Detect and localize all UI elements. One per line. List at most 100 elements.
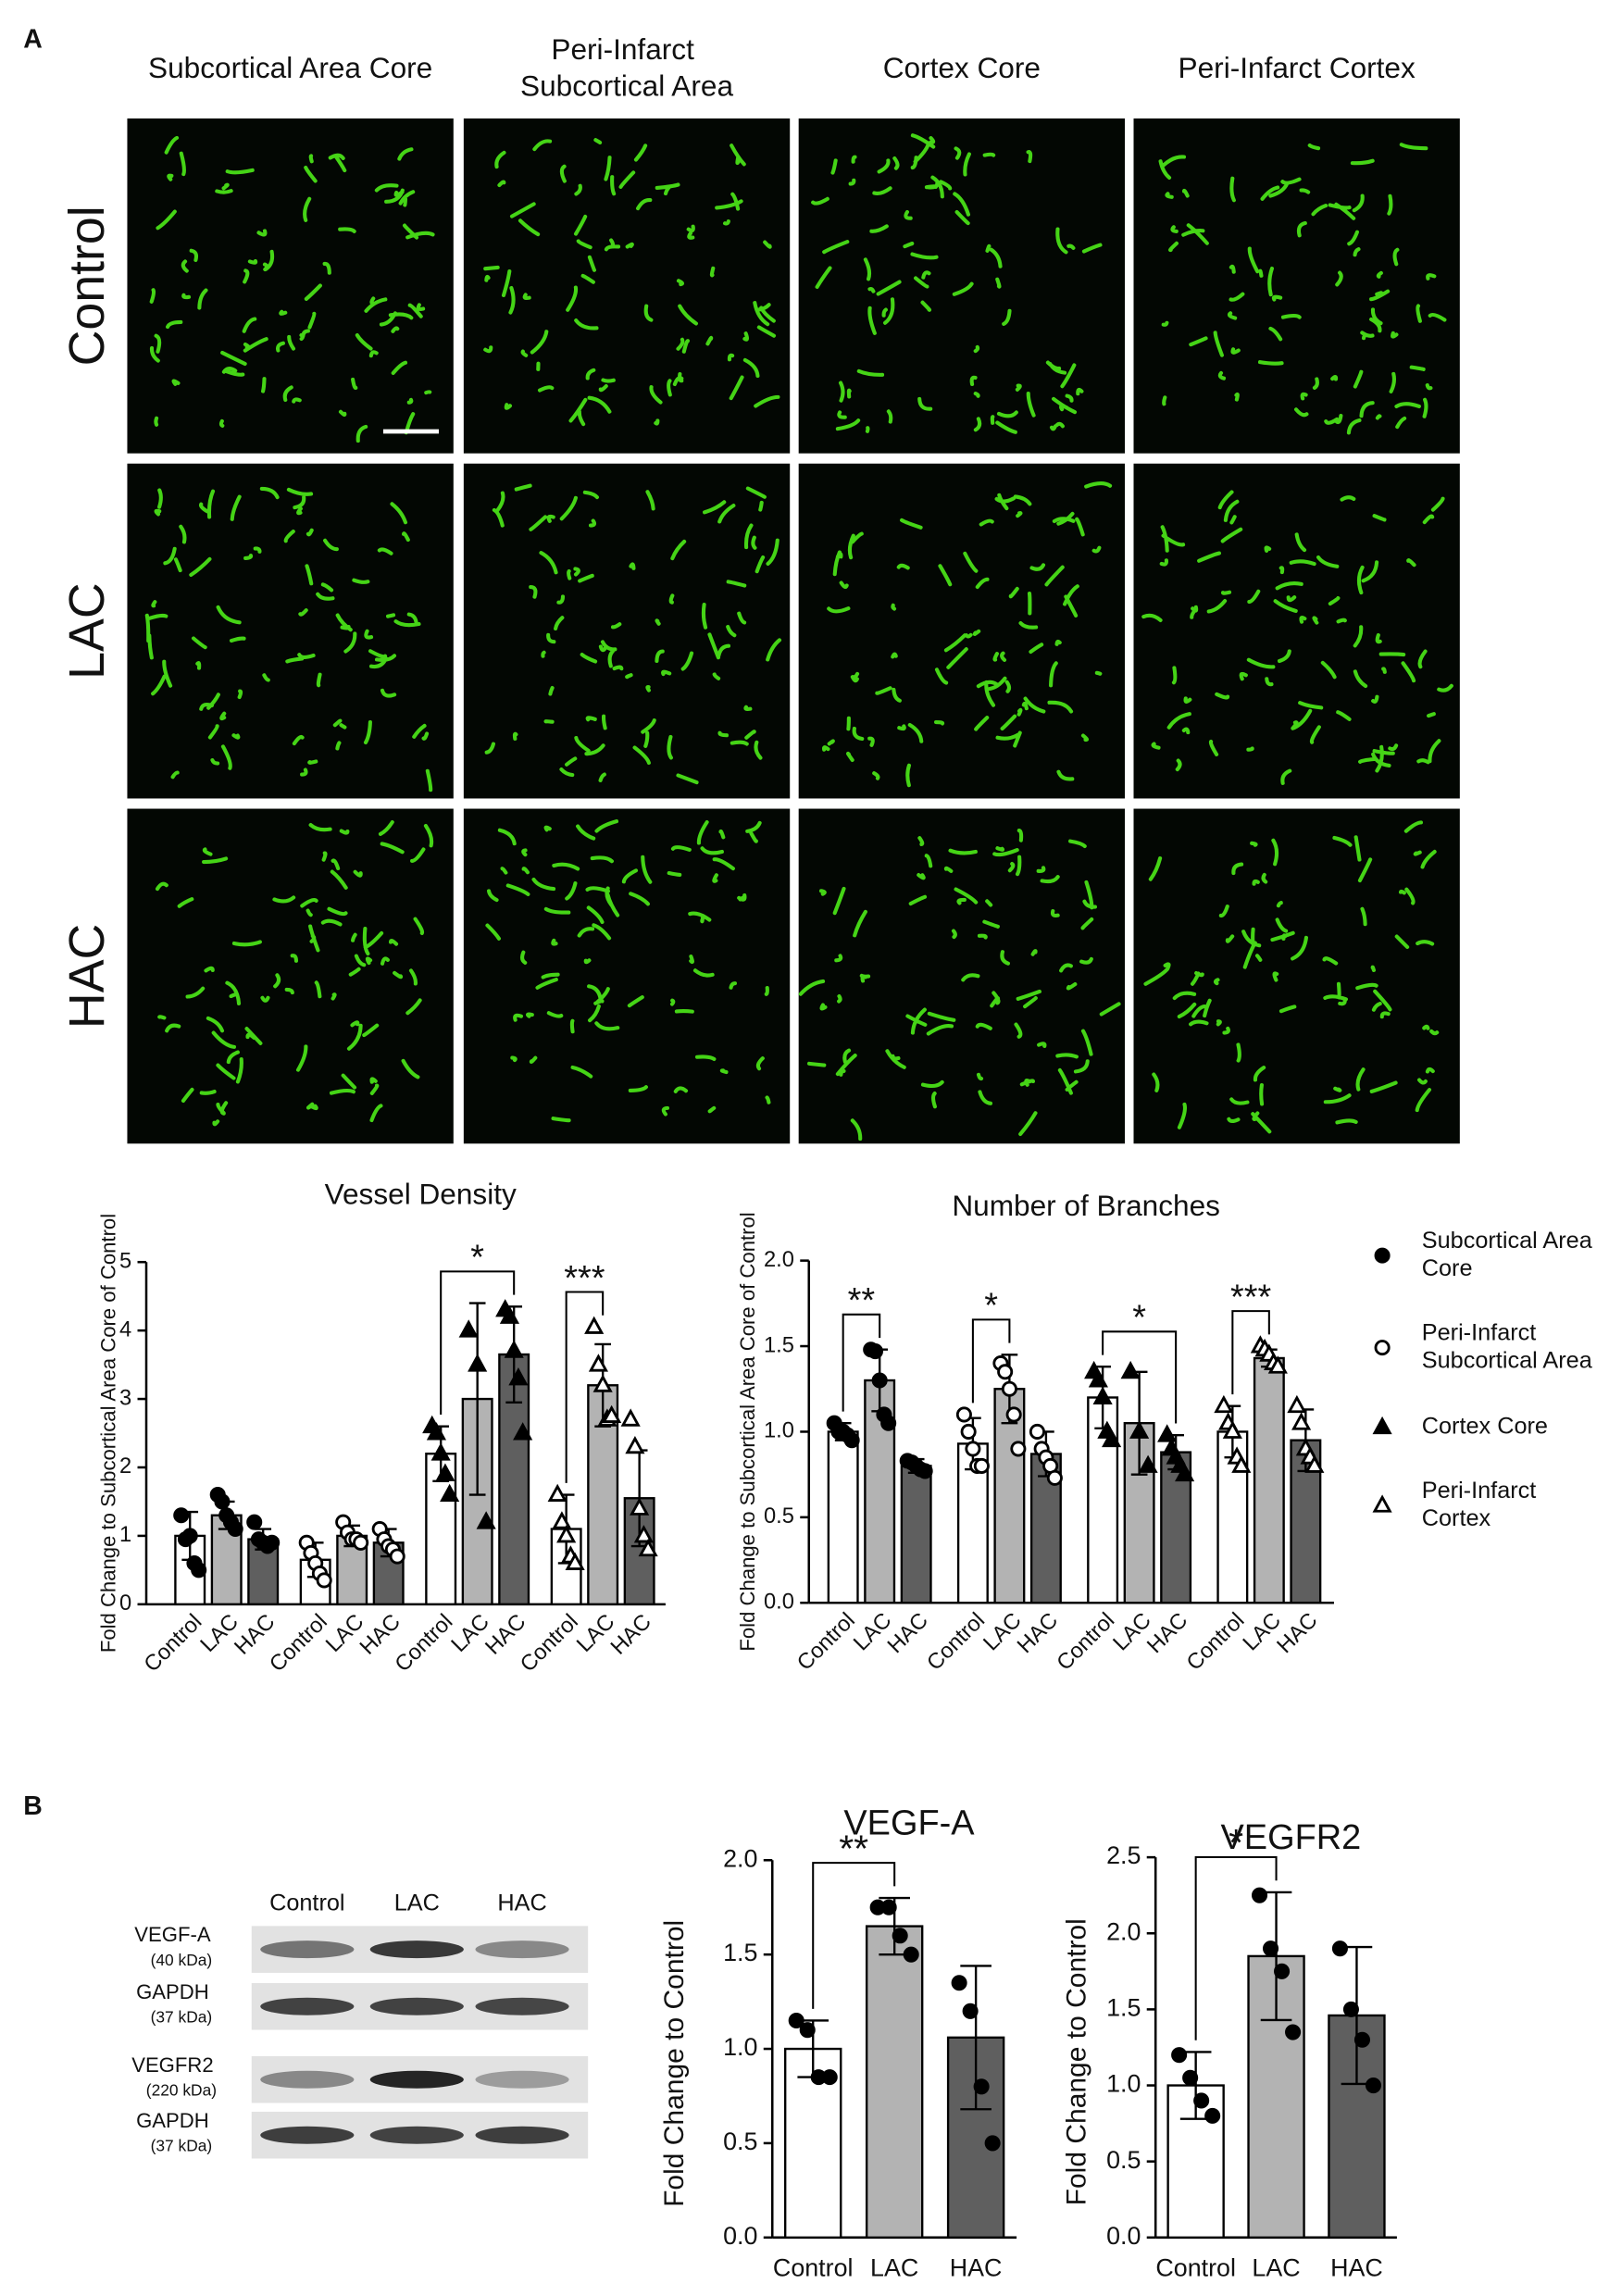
- data-point: [997, 1364, 1014, 1380]
- micrograph: [463, 808, 791, 1144]
- data-point: [435, 1463, 455, 1481]
- data-point: [476, 1511, 496, 1529]
- data-point: [1285, 2024, 1302, 2040]
- data-point: [620, 1408, 641, 1427]
- vessels: [811, 133, 1103, 434]
- micrograph: [798, 463, 1126, 799]
- significance-label: ***: [564, 1259, 605, 1298]
- significance-bracket: [971, 1318, 1011, 1404]
- data-point: [1291, 1412, 1312, 1430]
- blot-band: [260, 2070, 355, 2089]
- legend-marker: [1374, 1340, 1391, 1356]
- legend-label: Peri-Infarct Subcortical Area: [1422, 1319, 1593, 1373]
- y-axis-label: Fold Change to Subcortical Area Core of …: [96, 1214, 119, 1653]
- data-point: [1193, 2092, 1210, 2109]
- significance-bracket: [1194, 1855, 1278, 2040]
- data-point: [1102, 1429, 1122, 1448]
- data-point: [960, 1423, 977, 1440]
- x-tick-label: HAC: [950, 2254, 1003, 2282]
- data-point: [962, 2003, 979, 2019]
- data-point: [633, 1525, 654, 1543]
- micrograph: [127, 808, 454, 1144]
- y-tick-label: 2.0: [764, 1248, 794, 1272]
- vessels: [484, 483, 782, 785]
- data-point: [984, 2135, 1001, 2152]
- band-size: (40 kDa): [151, 1951, 213, 1969]
- data-point: [1331, 1940, 1348, 1957]
- data-point: [588, 1354, 608, 1372]
- data-point: [173, 1507, 190, 1524]
- error-bar: [468, 1302, 486, 1496]
- data-point: [552, 1511, 572, 1529]
- y-tick-label: 3: [119, 1386, 131, 1410]
- significance-bracket: [1231, 1310, 1270, 1395]
- data-point: [625, 1435, 645, 1454]
- y-tick-label: 0.5: [1106, 2146, 1141, 2174]
- y-tick-label: 1.5: [723, 1939, 757, 1966]
- data-point: [1204, 2107, 1221, 2124]
- blot-band: [369, 1940, 464, 1959]
- band-name: GAPDH: [136, 1980, 209, 2003]
- x-tick-label: Control: [1155, 2254, 1236, 2282]
- significance-bracket: [1102, 1330, 1178, 1424]
- band-name: VEGF-A: [134, 1923, 211, 1946]
- significance-label: **: [839, 1827, 868, 1869]
- data-point: [458, 1319, 479, 1338]
- data-point: [547, 1483, 568, 1503]
- y-tick-label: 1: [119, 1523, 131, 1547]
- y-axis-label: Fold Change to Subcortical Area Core of …: [736, 1212, 759, 1651]
- significance-bracket: [812, 1862, 896, 2009]
- data-point: [1214, 1394, 1234, 1414]
- band-size: (37 kDa): [151, 2136, 213, 2154]
- bar: [993, 1388, 1026, 1604]
- data-point: [1252, 1887, 1268, 1903]
- data-point: [1287, 1394, 1307, 1414]
- data-point: [556, 1525, 577, 1543]
- data-point: [1001, 1380, 1017, 1397]
- micrograph: [1133, 118, 1460, 454]
- lane-label: LAC: [394, 1890, 440, 1915]
- legend-marker: [1372, 1494, 1392, 1513]
- significance-label: *: [1132, 1299, 1146, 1338]
- data-point: [867, 1343, 883, 1360]
- significance-label: *: [984, 1287, 998, 1326]
- legend-marker: [1372, 1416, 1392, 1435]
- column-header: Peri-Infarct Subcortical Area: [520, 32, 733, 102]
- bar: [1253, 1356, 1285, 1604]
- y-tick-label: 1.0: [723, 2033, 757, 2061]
- y-tick-label: 2.0: [723, 1844, 757, 1872]
- row-label: HAC: [59, 924, 115, 1029]
- data-point: [1005, 1406, 1022, 1423]
- legend-label: Cortex Core: [1422, 1413, 1548, 1439]
- blot-band: [475, 1997, 569, 2015]
- data-point: [214, 1493, 231, 1510]
- vessels: [149, 135, 435, 443]
- data-point: [1088, 1369, 1108, 1388]
- data-point: [1046, 1469, 1063, 1486]
- vessels: [1143, 820, 1440, 1134]
- data-point: [440, 1483, 460, 1503]
- band-name: VEGFR2: [131, 2053, 213, 2077]
- band-size: (37 kDa): [151, 2007, 213, 2026]
- bar: [461, 1397, 493, 1606]
- vessels: [144, 486, 433, 792]
- blot-band: [475, 2126, 569, 2144]
- data-point: [246, 1514, 263, 1530]
- chart-title: Number of Branches: [952, 1189, 1220, 1222]
- y-tick-label: 0.5: [723, 2128, 757, 2155]
- y-tick-label: 0: [119, 1591, 131, 1616]
- x-tick-label: LAC: [1252, 2254, 1300, 2282]
- data-point: [955, 1406, 972, 1423]
- y-tick-label: 1.0: [1106, 2070, 1141, 2098]
- band-size: (220 kDa): [146, 2080, 217, 2099]
- data-point: [630, 1497, 650, 1516]
- vessels: [1141, 490, 1453, 785]
- data-point: [468, 1354, 488, 1372]
- x-tick-label: HAC: [1330, 2254, 1383, 2282]
- vessels: [155, 820, 434, 1127]
- significance-label: *: [1229, 1821, 1243, 1864]
- significance-bracket: [440, 1270, 516, 1415]
- micrograph: [798, 808, 1126, 1144]
